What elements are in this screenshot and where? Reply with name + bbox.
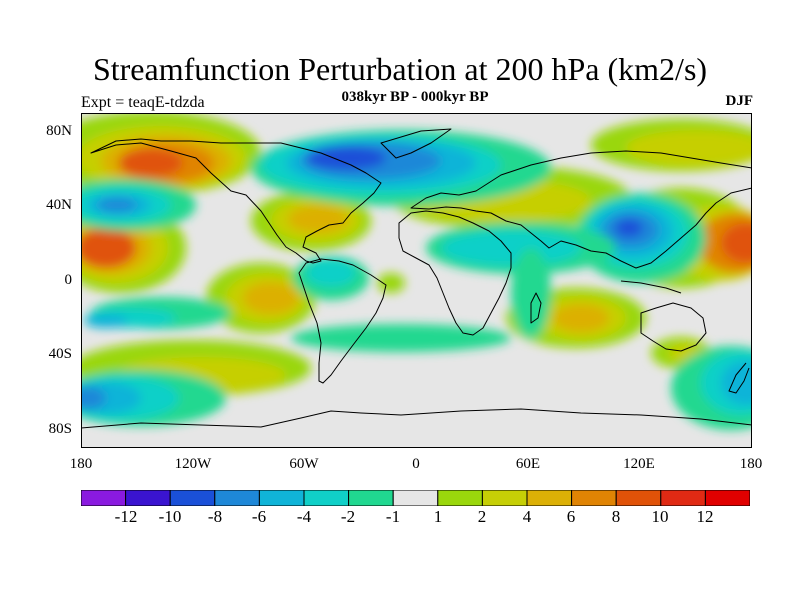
contour-negative-arctic (306, 146, 386, 170)
contour-negative-south-pacific (84, 314, 128, 328)
contour-negative-madagascar (511, 248, 551, 338)
season-label: DJF (725, 93, 754, 109)
colorbar-swatch (481, 490, 528, 506)
colorbar-swatch (214, 490, 260, 506)
experiment-label: Expt = teaqE-tdzda (81, 94, 205, 111)
coastline-antarctica (81, 408, 752, 429)
lon-tick-label: 120W (174, 456, 212, 472)
colorbar-swatch (615, 490, 662, 506)
map-svg (81, 113, 752, 448)
map-title: Streamfunction Perturbation at 200 hPa (… (92, 51, 708, 87)
coastline-madagascar (530, 292, 542, 324)
colorbar-label: -1 (385, 507, 401, 526)
colorbar-swatch (571, 490, 617, 506)
lon-tick-label: 180 (69, 456, 93, 472)
coastline-australia (640, 302, 707, 352)
map-border (81, 113, 752, 448)
colorbar-label: 8 (611, 507, 621, 526)
lon-tick-label: 120E (623, 456, 655, 472)
colorbar-label: 2 (477, 507, 487, 526)
coastline-south-america (298, 258, 387, 384)
contour-positive-atlantic-north (288, 205, 348, 233)
colorbar-label: -6 (251, 507, 267, 526)
colorbar (81, 490, 750, 506)
streamfunction-map (81, 113, 752, 448)
contour-negative-asia (615, 219, 643, 237)
coastline-eurasia (410, 150, 752, 269)
lat-tick-label: 40S (48, 346, 72, 362)
colorbar-label: 12 (696, 507, 714, 526)
coastline-greenland (380, 128, 452, 159)
colorbar-swatch (125, 490, 171, 506)
contour-negative-south-atlantic (291, 324, 511, 352)
colorbar-swatch (348, 490, 394, 506)
lon-tick-label: 60E (515, 456, 541, 472)
contour-positive-siberia (626, 130, 752, 166)
coastlines (81, 128, 752, 429)
contour-positive-pacific-north (119, 149, 183, 177)
contour-positive-south-atlantic (377, 273, 405, 293)
lat-tick-label: 80S (48, 421, 72, 437)
colorbar-label: -12 (114, 507, 138, 526)
colorbar-label: 10 (651, 507, 669, 526)
colorbar-swatch (660, 490, 706, 506)
colorbar-label: 6 (566, 507, 576, 526)
coastline-new-zealand (728, 362, 750, 394)
colorbar-label: -4 (296, 507, 312, 526)
colorbar-swatch (392, 490, 439, 506)
contour-negative-southern-ocean (81, 386, 106, 410)
lon-tick-label: 180 (739, 456, 763, 472)
contour-negative-africa-india (441, 230, 581, 266)
colorbar-swatch (437, 490, 483, 506)
colorbar-label: 4 (522, 507, 532, 526)
lat-tick-label: 80N (46, 123, 72, 139)
coastline-north-america (90, 138, 382, 264)
contour-negative-north-pacific (97, 198, 137, 212)
colorbar-label: -2 (340, 507, 356, 526)
map-subtitle: 038kyr BP - 000kyr BP (341, 89, 489, 105)
colorbar-swatch (81, 490, 127, 506)
colorbar-swatch (704, 490, 750, 506)
colorbar-label: -10 (158, 507, 182, 526)
coastline-africa (398, 210, 512, 336)
contour-positive-indian-ocean (553, 304, 609, 332)
lon-tick-label: 60W (289, 456, 319, 472)
contour-positive-pacific-subtropic (81, 228, 136, 268)
contour-positive-south-pacific (243, 282, 299, 314)
contour-negative-south-america (306, 259, 356, 287)
colorbar-swatch (258, 490, 305, 506)
contour-negative-southwest-pacific (721, 361, 752, 405)
colorbar-swatch (303, 490, 350, 506)
lat-tick-label: 0 (64, 272, 73, 288)
colorbar-swatch (526, 490, 573, 506)
coastline-indonesia (620, 280, 682, 294)
contour-positive-west-pacific (721, 223, 752, 263)
colorbar-label: 1 (433, 507, 443, 526)
colorbar-label: -8 (207, 507, 223, 526)
lon-tick-label: 0 (412, 456, 420, 472)
lat-tick-label: 40N (46, 197, 72, 213)
colorbar-swatch (169, 490, 216, 506)
